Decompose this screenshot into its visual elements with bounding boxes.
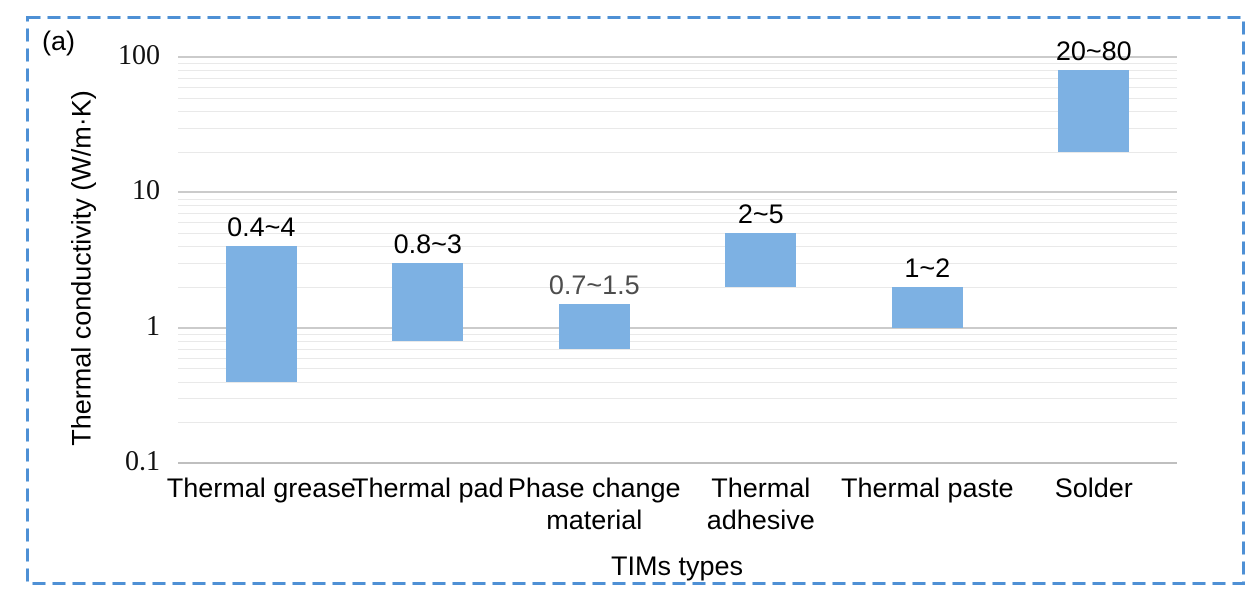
minor-gridline xyxy=(178,77,1177,79)
x-category-label: Thermal grease xyxy=(166,473,356,503)
minor-gridline xyxy=(178,97,1177,99)
y-tick-label: 1 xyxy=(146,310,160,342)
minor-gridline xyxy=(178,348,1177,350)
minor-gridline xyxy=(178,127,1177,129)
minor-gridline xyxy=(178,398,1177,400)
minor-gridline xyxy=(178,246,1177,248)
range-bar xyxy=(225,246,297,382)
range-bar xyxy=(392,263,464,341)
minor-gridline xyxy=(178,70,1177,72)
minor-gridline xyxy=(178,151,1177,153)
range-bar xyxy=(891,286,963,328)
range-bar xyxy=(558,303,630,349)
major-gridline xyxy=(178,462,1177,464)
range-bar xyxy=(725,233,797,287)
minor-gridline xyxy=(178,198,1177,200)
y-tick-label: 100 xyxy=(118,40,160,71)
plot-area: 0.4~4 0.8~3 0.7~1.5 2~5 1~2 20~80 xyxy=(178,36,1177,465)
major-gridline xyxy=(178,191,1177,194)
minor-gridline xyxy=(178,213,1177,215)
minor-gridline xyxy=(178,368,1177,370)
minor-gridline xyxy=(178,110,1177,112)
minor-gridline xyxy=(178,205,1177,207)
range-value-label: 2~5 xyxy=(737,199,784,230)
minor-gridline xyxy=(178,63,1177,65)
range-value-label: 0.8~3 xyxy=(393,229,462,260)
range-value-label: 20~80 xyxy=(1055,36,1132,67)
minor-gridline xyxy=(178,357,1177,359)
minor-gridline xyxy=(178,381,1177,383)
x-category-label: Phase change material xyxy=(507,473,681,535)
panel-label: (a) xyxy=(42,26,75,56)
major-gridline xyxy=(178,326,1177,329)
y-tick-label: 0.1 xyxy=(125,446,160,477)
range-bar xyxy=(1058,70,1130,152)
minor-gridline xyxy=(178,87,1177,89)
major-gridline xyxy=(178,56,1177,58)
x-category-label: Thermal adhesive xyxy=(706,473,815,535)
x-category-label: Solder xyxy=(1054,473,1133,503)
y-axis-title: Thermal conductivity (W/m·K) xyxy=(66,90,97,446)
x-category-label: Thermal pad xyxy=(351,473,504,503)
range-value-label: 1~2 xyxy=(904,252,951,283)
minor-gridline xyxy=(178,286,1177,288)
minor-gridline xyxy=(178,333,1177,335)
x-axis-title: TIMs types xyxy=(610,551,744,581)
minor-gridline xyxy=(178,340,1177,342)
minor-gridline xyxy=(178,222,1177,224)
range-value-label: 0.4~4 xyxy=(227,212,296,243)
y-tick-label: 10 xyxy=(132,175,160,207)
range-value-label: 0.7~1.5 xyxy=(548,269,640,300)
minor-gridline xyxy=(178,263,1177,265)
x-category-label: Thermal paste xyxy=(840,473,1014,503)
minor-gridline xyxy=(178,233,1177,235)
minor-gridline xyxy=(178,422,1177,424)
